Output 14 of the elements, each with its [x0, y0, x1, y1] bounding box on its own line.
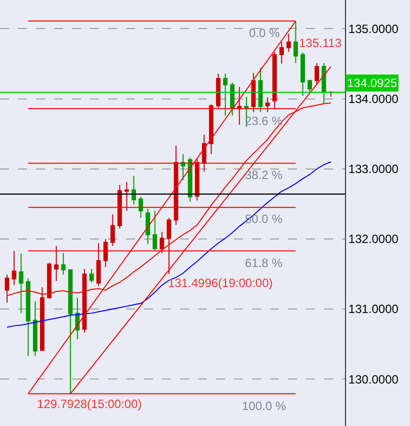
annotation: 38.2 % [245, 168, 283, 182]
annotation: 100.0 % [242, 399, 286, 413]
y-tick-label: 131.0000 [348, 302, 399, 316]
annotation: 0.0 % [249, 26, 280, 40]
annotation: 135.113 [299, 36, 342, 50]
y-tick-label: 135.0000 [348, 22, 399, 36]
annotation: 61.8 % [245, 256, 283, 270]
annotation: 129.7928(15:00:00) [37, 397, 142, 411]
y-tick-label: 134.0000 [348, 92, 399, 106]
ref-line-label: 134.0925 [347, 76, 398, 90]
y-tick-label: 130.0000 [348, 372, 399, 386]
annotation: 131.4996(19:00:00) [168, 276, 273, 290]
y-tick-label: 133.0000 [348, 162, 399, 176]
y-tick-label: 132.0000 [348, 232, 399, 246]
